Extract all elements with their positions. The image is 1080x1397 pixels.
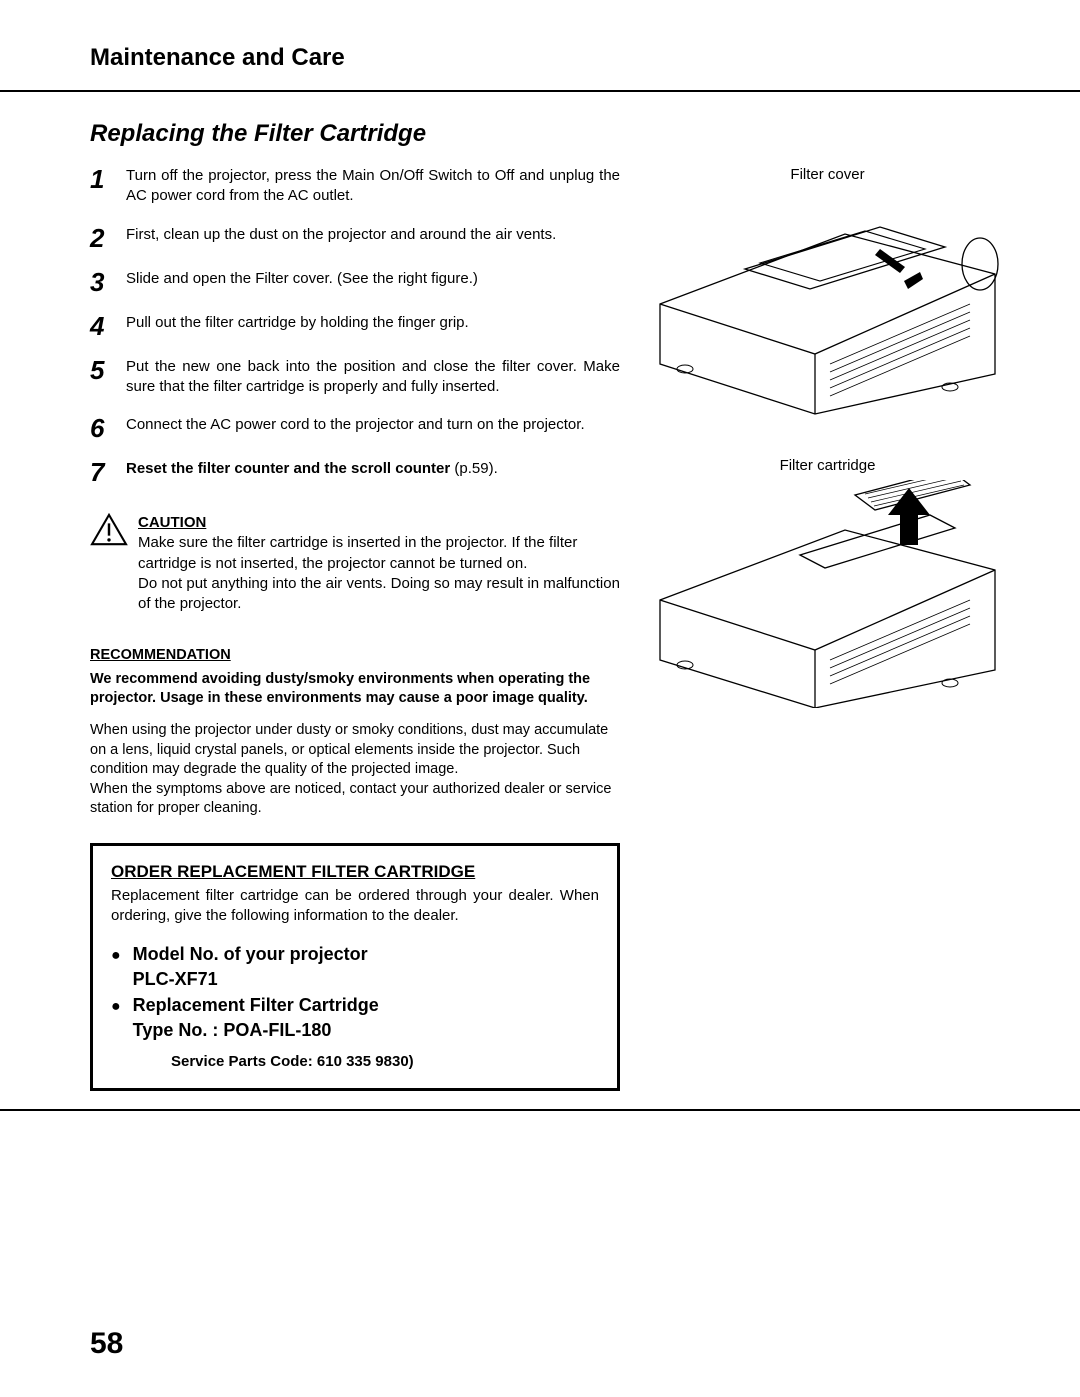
recommendation-block: RECOMMENDATION We recommend avoiding dus… [90,646,620,819]
page-number: 58 [90,1327,123,1361]
step-list: 1 Turn off the projector, press the Main… [90,166,620,485]
order-bullet-line: Replacement Filter Cartridge [133,993,379,1018]
step-text: Slide and open the Filter cover. (See th… [118,269,478,289]
recommendation-body: When the symptoms above are noticed, con… [90,780,620,819]
caution-block: CAUTION Make sure the filter cartridge i… [90,513,620,614]
step-number: 3 [90,269,118,295]
order-body: Replacement filter cartridge can be orde… [111,886,599,927]
recommendation-body: When using the projector under dusty or … [90,721,620,780]
step-item: 2 First, clean up the dust on the projec… [90,225,620,251]
step-text: Reset the filter counter and the scroll … [118,459,498,479]
caution-triangle-icon [90,513,128,547]
step-number: 5 [90,357,118,383]
recommendation-title: RECOMMENDATION [90,646,620,666]
step-item: 3 Slide and open the Filter cover. (See … [90,269,620,295]
step-number: 4 [90,313,118,339]
order-bullet-line: Type No. : POA-FIL-180 [133,1018,379,1043]
order-bullet-line: Model No. of your projector [133,942,368,967]
caution-title: CAUTION [138,513,620,533]
step-number: 7 [90,459,118,485]
page-title: Maintenance and Care [90,44,990,72]
step-text: Pull out the filter cartridge by holding… [118,313,469,333]
step-item: 4 Pull out the filter cartridge by holdi… [90,313,620,339]
step-number: 1 [90,166,118,192]
step-item: 5 Put the new one back into the position… [90,357,620,398]
step-item: 6 Connect the AC power cord to the proje… [90,415,620,441]
step-text: Turn off the projector, press the Main O… [118,166,620,207]
service-code: Service Parts Code: 610 335 9830) [171,1053,599,1070]
step-text: Put the new one back into the position a… [118,357,620,398]
divider-top [0,90,1080,92]
order-box: ORDER REPLACEMENT FILTER CARTRIDGE Repla… [90,843,620,1091]
step7-bold: Reset the filter counter and the scroll … [126,460,450,477]
divider-bottom [0,1109,1080,1111]
step-number: 6 [90,415,118,441]
caution-body: Make sure the filter cartridge is insert… [138,533,620,574]
caution-body: Do not put anything into the air vents. … [138,574,620,615]
section-title: Replacing the Filter Cartridge [90,120,990,148]
recommendation-bold: We recommend avoiding dusty/smoky enviro… [90,670,620,709]
step-number: 2 [90,225,118,251]
order-bullet: Model No. of your projector PLC-XF71 [111,942,599,992]
figure-filter-cover [650,189,1005,417]
figure-filter-cartridge [650,480,1005,708]
step-item: 7 Reset the filter counter and the scrol… [90,459,620,485]
figure-label: Filter cartridge [650,457,1005,474]
order-bullet-line: PLC-XF71 [133,967,368,992]
step-text: Connect the AC power cord to the project… [118,415,585,435]
step-item: 1 Turn off the projector, press the Main… [90,166,620,207]
figure-label: Filter cover [650,166,1005,183]
order-bullet: Replacement Filter Cartridge Type No. : … [111,993,599,1043]
step-text: First, clean up the dust on the projecto… [118,225,556,245]
order-title: ORDER REPLACEMENT FILTER CARTRIDGE [111,862,599,882]
step7-rest: (p.59). [450,460,498,477]
